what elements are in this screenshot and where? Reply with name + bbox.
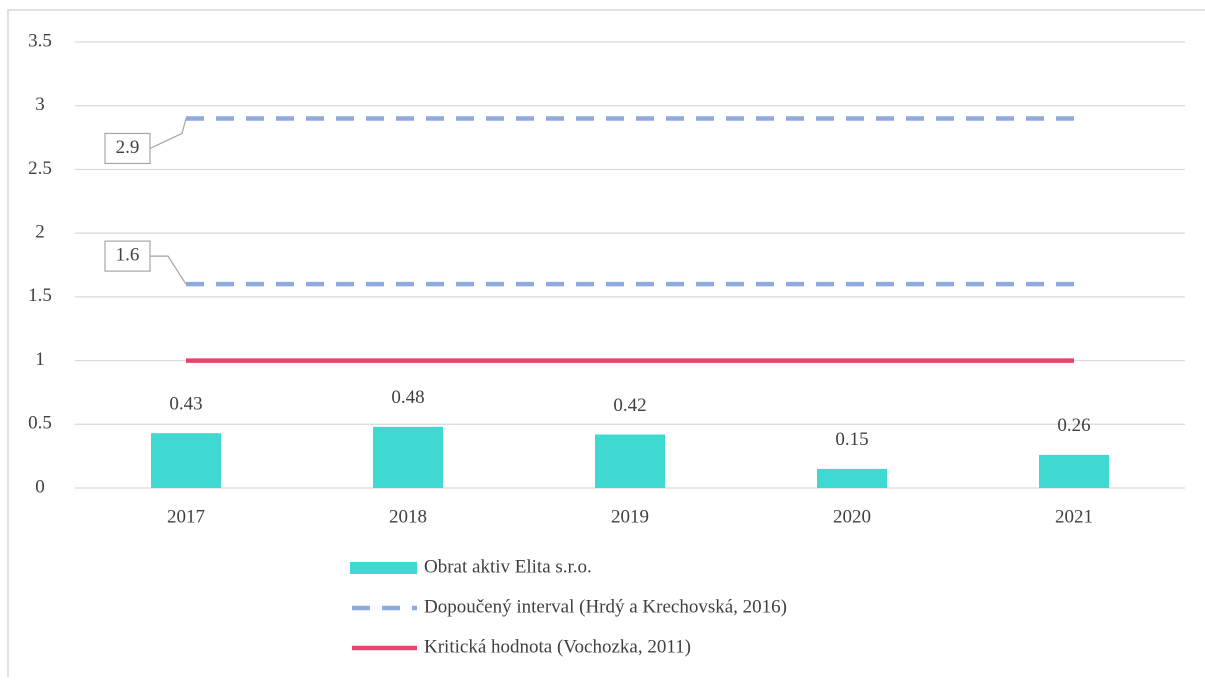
y-tick-label: 0.5 bbox=[28, 413, 52, 434]
y-tick-label: 0 bbox=[35, 476, 45, 497]
callout-leader bbox=[149, 118, 187, 150]
y-tick-label: 1.5 bbox=[28, 285, 52, 306]
bar bbox=[1039, 454, 1109, 488]
data-label: 2.9 bbox=[116, 137, 140, 158]
data-label: 0.15 bbox=[835, 429, 868, 450]
callout-box bbox=[104, 132, 151, 165]
x-tick-label: 2020 bbox=[833, 506, 871, 527]
data-label: 0.43 bbox=[169, 394, 202, 415]
data-label: 1.6 bbox=[116, 244, 140, 265]
legend-label: Dopoučený interval (Hrdý a Krechovská, 2… bbox=[424, 596, 787, 617]
legend-swatch bbox=[350, 562, 417, 574]
bar bbox=[817, 468, 887, 488]
data-label: 0.26 bbox=[1057, 415, 1090, 436]
callout-leader bbox=[150, 255, 187, 285]
x-tick-label: 2017 bbox=[167, 506, 205, 527]
data-label: 0.42 bbox=[613, 395, 646, 416]
y-tick-label: 3.5 bbox=[28, 30, 52, 51]
y-tick-label: 1 bbox=[35, 349, 45, 370]
data-label: 0.48 bbox=[391, 387, 424, 408]
bar bbox=[151, 433, 221, 488]
x-tick-label: 2021 bbox=[1055, 506, 1093, 527]
legend-label: Obrat aktiv Elita s.r.o. bbox=[424, 556, 592, 577]
x-tick-label: 2019 bbox=[611, 506, 649, 527]
y-tick-label: 2 bbox=[35, 222, 45, 243]
bar bbox=[595, 434, 665, 488]
y-tick-label: 2.5 bbox=[28, 158, 52, 179]
bar bbox=[373, 426, 443, 488]
y-tick-label: 3 bbox=[35, 94, 45, 115]
legend-label: Kritická hodnota (Vochozka, 2011) bbox=[424, 636, 691, 657]
callout-box bbox=[104, 240, 151, 272]
chart-frame bbox=[7, 9, 1205, 677]
x-tick-label: 2018 bbox=[389, 506, 427, 527]
